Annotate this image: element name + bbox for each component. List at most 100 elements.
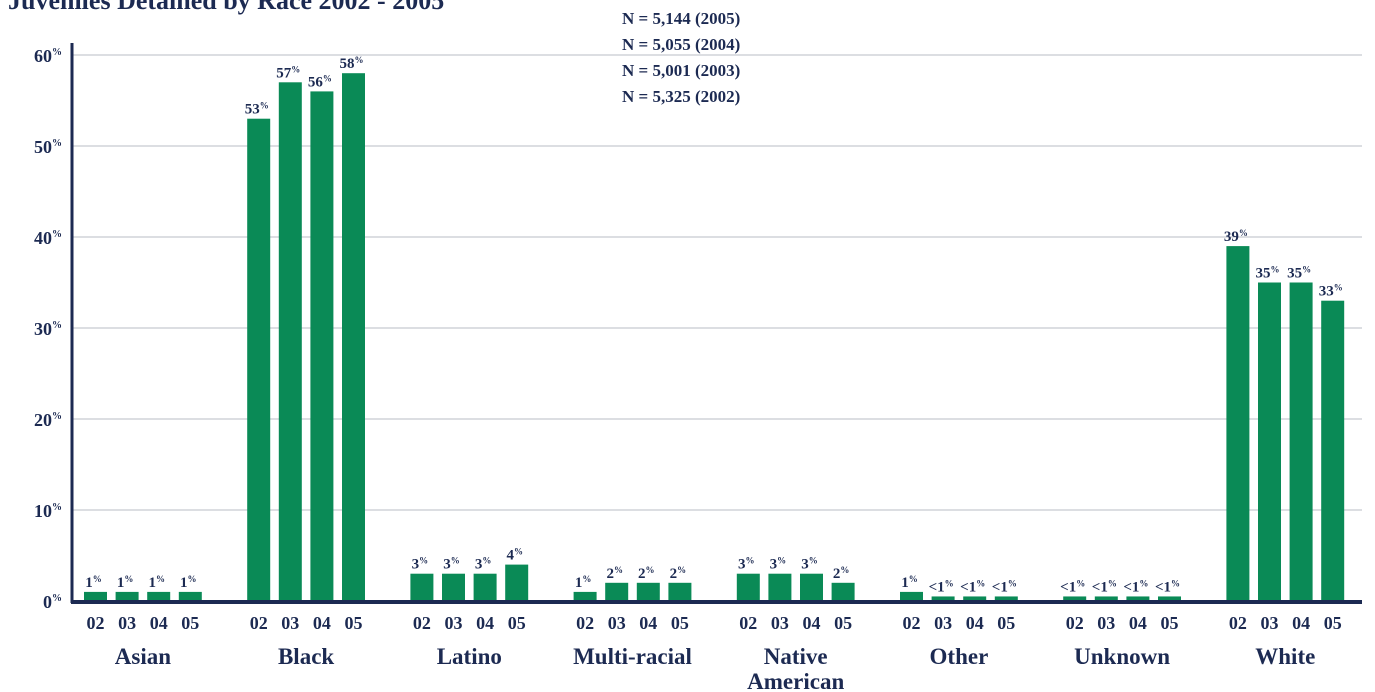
year-label-latino-04: 04 <box>476 613 494 633</box>
category-label-multi-racial: Multi-racial <box>573 644 692 669</box>
value-label-other-05: <1% <box>992 578 1017 595</box>
year-label-multi-racial-04: 04 <box>639 613 657 633</box>
bar-other-02 <box>900 591 923 601</box>
value-label-asian-04: 1% <box>148 574 165 591</box>
bar-black-02 <box>247 118 271 601</box>
category-label-black: Black <box>278 644 334 669</box>
year-label-black-05: 05 <box>345 613 363 633</box>
year-label-other-03: 03 <box>934 613 952 633</box>
year-label-unknown-02: 02 <box>1066 613 1084 633</box>
year-label-asian-04: 04 <box>150 613 168 633</box>
sample-size-notes: N = 5,144 (2005) N = 5,055 (2004) N = 5,… <box>622 6 740 110</box>
year-label-black-02: 02 <box>250 613 268 633</box>
axes <box>70 43 1362 604</box>
year-label-multi-racial-05: 05 <box>671 613 689 633</box>
bar-latino-05 <box>505 564 529 601</box>
value-labels: 1% 1% 1% 1% 53% 57% 56% 58% 3% 3% 3% 4% 1% 2% 2% 2% 3% 3%… <box>85 55 1342 595</box>
year-label-native-american-02: 02 <box>739 613 757 633</box>
year-label-unknown-04: 04 <box>1129 613 1147 633</box>
bar-unknown-03 <box>1094 596 1118 601</box>
sample-size-note-2004: N = 5,055 (2004) <box>622 35 741 54</box>
value-label-black-05: 58% <box>340 55 364 72</box>
year-label-black-04: 04 <box>313 613 331 633</box>
bar-native-american-05 <box>831 582 855 601</box>
y-tick-label-40: 40% <box>34 228 62 248</box>
bar-multi-racial-02 <box>573 591 597 601</box>
y-tick-label-30: 30% <box>34 319 62 339</box>
bar-other-03 <box>931 596 955 601</box>
bar-black-03 <box>278 82 302 602</box>
year-label-native-american-03: 03 <box>771 613 789 633</box>
sample-size-note-2002: N = 5,325 (2002) <box>622 87 741 106</box>
value-label-white-03: 35% <box>1256 265 1280 282</box>
value-label-unknown-04: <1% <box>1123 578 1148 595</box>
year-label-white-04: 04 <box>1292 613 1310 633</box>
value-label-white-05: 33% <box>1319 283 1343 300</box>
value-label-other-04: <1% <box>960 578 985 595</box>
category-label-latino: Latino <box>437 644 502 669</box>
category-label-other: Other <box>930 644 989 669</box>
sample-size-note-2003: N = 5,001 (2003) <box>622 61 741 80</box>
year-label-black-03: 03 <box>281 613 299 633</box>
y-tick-label-0: 0% <box>43 592 62 612</box>
value-label-black-02: 53% <box>245 101 269 118</box>
x-axis-labels: 02 03 04 05 Asian 02 03 04 05 Black 02 03 04 05 Latino… <box>87 613 1342 692</box>
year-label-other-04: 04 <box>966 613 984 633</box>
year-label-latino-02: 02 <box>413 613 431 633</box>
year-label-white-03: 03 <box>1261 613 1279 633</box>
y-tick-label-10: 10% <box>34 501 62 521</box>
bar-native-american-04 <box>800 573 823 601</box>
value-label-latino-04: 3% <box>475 556 492 573</box>
value-label-other-02: 1% <box>901 574 918 591</box>
bars <box>84 73 1345 602</box>
bar-white-02 <box>1226 246 1250 601</box>
year-label-unknown-05: 05 <box>1161 613 1179 633</box>
bar-native-american-03 <box>768 573 792 601</box>
value-label-black-04: 56% <box>308 73 332 90</box>
year-label-other-02: 02 <box>903 613 921 633</box>
y-tick-label-50: 50% <box>34 137 62 157</box>
y-tick-label-20: 20% <box>34 410 62 430</box>
value-label-other-03: <1% <box>929 578 954 595</box>
y-axis-ticks: 0% 10% 20% 30% 40% 50% 60% <box>34 46 62 612</box>
bar-latino-03 <box>442 573 465 601</box>
bar-white-05 <box>1321 300 1345 601</box>
value-label-multi-racial-04: 2% <box>638 565 655 582</box>
chart-title: Juveniles Detained by Race 2002 - 2005 <box>8 0 445 15</box>
bar-unknown-05 <box>1158 596 1181 601</box>
year-label-multi-racial-03: 03 <box>608 613 626 633</box>
year-label-asian-02: 02 <box>87 613 105 633</box>
bar-asian-04 <box>147 591 171 601</box>
bar-asian-03 <box>115 591 139 601</box>
bar-black-05 <box>342 73 365 601</box>
value-label-white-04: 35% <box>1287 265 1311 282</box>
year-label-latino-03: 03 <box>445 613 463 633</box>
value-label-black-03: 57% <box>276 64 300 81</box>
category-label-native-american-line2: American <box>747 669 844 692</box>
category-label-native-american: Native <box>764 644 828 669</box>
bar-other-04 <box>963 596 987 601</box>
value-label-native-american-05: 2% <box>833 565 850 582</box>
sample-size-note-2005: N = 5,144 (2005) <box>622 9 741 28</box>
year-label-native-american-05: 05 <box>834 613 852 633</box>
value-label-asian-03: 1% <box>117 574 134 591</box>
value-label-asian-05: 1% <box>180 574 197 591</box>
bar-latino-04 <box>473 573 497 601</box>
value-label-native-american-02: 3% <box>738 556 755 573</box>
bar-white-03 <box>1258 282 1281 601</box>
value-label-multi-racial-03: 2% <box>606 565 623 582</box>
y-tick-label-60: 60% <box>34 46 62 66</box>
bar-multi-racial-05 <box>668 582 692 601</box>
category-label-unknown: Unknown <box>1074 644 1170 669</box>
category-label-white: White <box>1255 644 1315 669</box>
bar-native-american-02 <box>736 573 760 601</box>
year-label-latino-05: 05 <box>508 613 526 633</box>
value-label-unknown-02: <1% <box>1060 578 1085 595</box>
bar-multi-racial-04 <box>636 582 660 601</box>
value-label-multi-racial-05: 2% <box>670 565 687 582</box>
value-label-white-02: 39% <box>1224 228 1248 245</box>
bar-latino-02 <box>410 573 434 601</box>
bar-asian-05 <box>178 591 202 601</box>
value-label-latino-05: 4% <box>506 547 523 564</box>
